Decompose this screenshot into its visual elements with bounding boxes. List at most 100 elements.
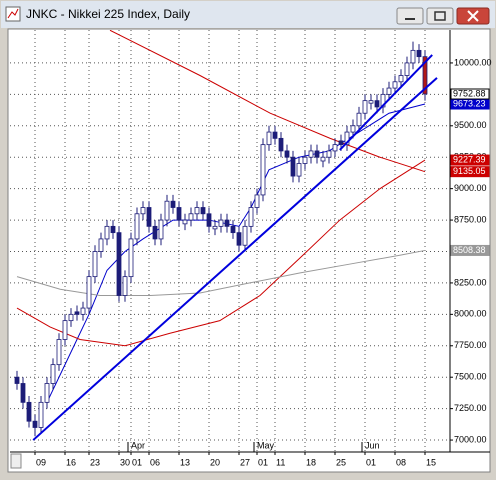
candle-body	[80, 307, 86, 315]
candle-body	[218, 219, 224, 227]
app-icon	[5, 6, 21, 22]
x-tick-label: 08	[396, 457, 406, 467]
price-label: 8508.38	[453, 245, 486, 255]
candle-body	[182, 219, 188, 225]
window-title: JNKC - Nikkei 225 Index, Daily	[26, 7, 190, 21]
y-tick-label: 7250.00	[454, 403, 487, 413]
x-tick-label: 11	[276, 457, 285, 467]
candle-body	[278, 137, 284, 152]
candle-body	[98, 238, 104, 252]
candle-body	[68, 313, 74, 322]
x-tick-label: 16	[66, 457, 76, 467]
candle-body	[284, 150, 290, 158]
candle-body	[164, 200, 170, 221]
candle-body	[50, 364, 56, 384]
candle-body	[260, 144, 266, 196]
candle-body	[392, 81, 398, 89]
candle-body	[356, 112, 362, 127]
candle-body	[380, 93, 386, 108]
x-tick-label: 01	[258, 457, 268, 467]
candle-body	[236, 232, 242, 246]
month-label: May	[257, 440, 275, 450]
candle-body	[338, 140, 344, 146]
candle-body	[176, 207, 182, 221]
x-tick-label: 09	[36, 457, 46, 467]
x-tick-label: 23	[90, 457, 100, 467]
candle-body	[134, 213, 140, 240]
moving-average	[46, 103, 426, 403]
maximize-button[interactable]	[426, 7, 454, 25]
candle-body	[44, 383, 50, 403]
candle-body	[290, 156, 296, 177]
candle-body	[362, 100, 368, 114]
y-tick-label: 7750.00	[454, 340, 487, 350]
candle-body	[266, 131, 272, 146]
candle-body	[296, 163, 302, 177]
candle-body	[170, 200, 176, 208]
scroll-box[interactable]	[10, 453, 22, 469]
candle-body	[14, 376, 20, 384]
candle-body	[20, 383, 26, 403]
x-tick-label: 06	[150, 457, 160, 467]
candle-body	[32, 420, 38, 428]
x-tick-label: 27	[240, 457, 250, 467]
y-tick-label: 9000.00	[454, 183, 487, 193]
candle-body	[326, 150, 332, 158]
candle-body	[152, 225, 158, 240]
moving-average	[16, 249, 426, 296]
candle-body	[230, 225, 236, 234]
candle-body	[386, 87, 392, 95]
x-tick-label: 25	[336, 457, 346, 467]
candle-body	[224, 219, 230, 227]
candle-body	[374, 100, 380, 108]
candle-body	[110, 225, 116, 234]
minimize-button[interactable]	[396, 7, 424, 25]
candle-body	[308, 150, 314, 158]
candle-body	[74, 311, 80, 315]
candle-body	[314, 150, 320, 158]
price-label: 9673.23	[453, 98, 486, 108]
plot	[10, 30, 450, 452]
x-tick-label: 01	[132, 457, 142, 467]
candle-body	[122, 276, 128, 296]
candle-body	[116, 232, 122, 296]
candle-body	[140, 207, 146, 215]
x-tick-label: 01	[366, 457, 376, 467]
candle-body	[368, 100, 374, 104]
price-label: 9227.39	[453, 154, 486, 164]
candle-body	[206, 213, 212, 227]
candle-body	[56, 339, 62, 366]
candle-body	[242, 225, 248, 246]
price-label-box	[450, 154, 490, 166]
candle-body	[416, 49, 422, 58]
y-tick-label: 8000.00	[454, 309, 487, 319]
candle-body	[26, 401, 32, 422]
candle-body	[320, 156, 326, 162]
candle-body	[38, 401, 44, 428]
maximize-glyph	[434, 11, 446, 21]
candle-body	[188, 213, 194, 221]
month-label: Apr	[131, 440, 145, 450]
candle-body	[146, 207, 152, 227]
price-label-box	[450, 88, 490, 100]
candle-body	[344, 131, 350, 146]
price-label-box	[450, 166, 490, 178]
x-tick-label: 18	[306, 457, 316, 467]
candle-body	[404, 62, 410, 76]
candle-body	[128, 238, 134, 278]
candle-body	[272, 131, 278, 139]
candle-body	[254, 194, 260, 208]
moving-average	[16, 159, 426, 347]
x-tick-label: 13	[180, 457, 190, 467]
trend-line	[32, 77, 438, 441]
candle-body	[410, 49, 416, 64]
candle-body	[104, 225, 110, 240]
moving-average	[109, 30, 426, 173]
candle-body	[158, 219, 164, 240]
app-icon-glyph	[7, 8, 19, 19]
price-label: 9135.05	[453, 166, 486, 176]
y-tick-label: 7500.00	[454, 372, 487, 382]
candle-body	[350, 125, 356, 133]
x-tick-label: 30	[120, 457, 130, 467]
